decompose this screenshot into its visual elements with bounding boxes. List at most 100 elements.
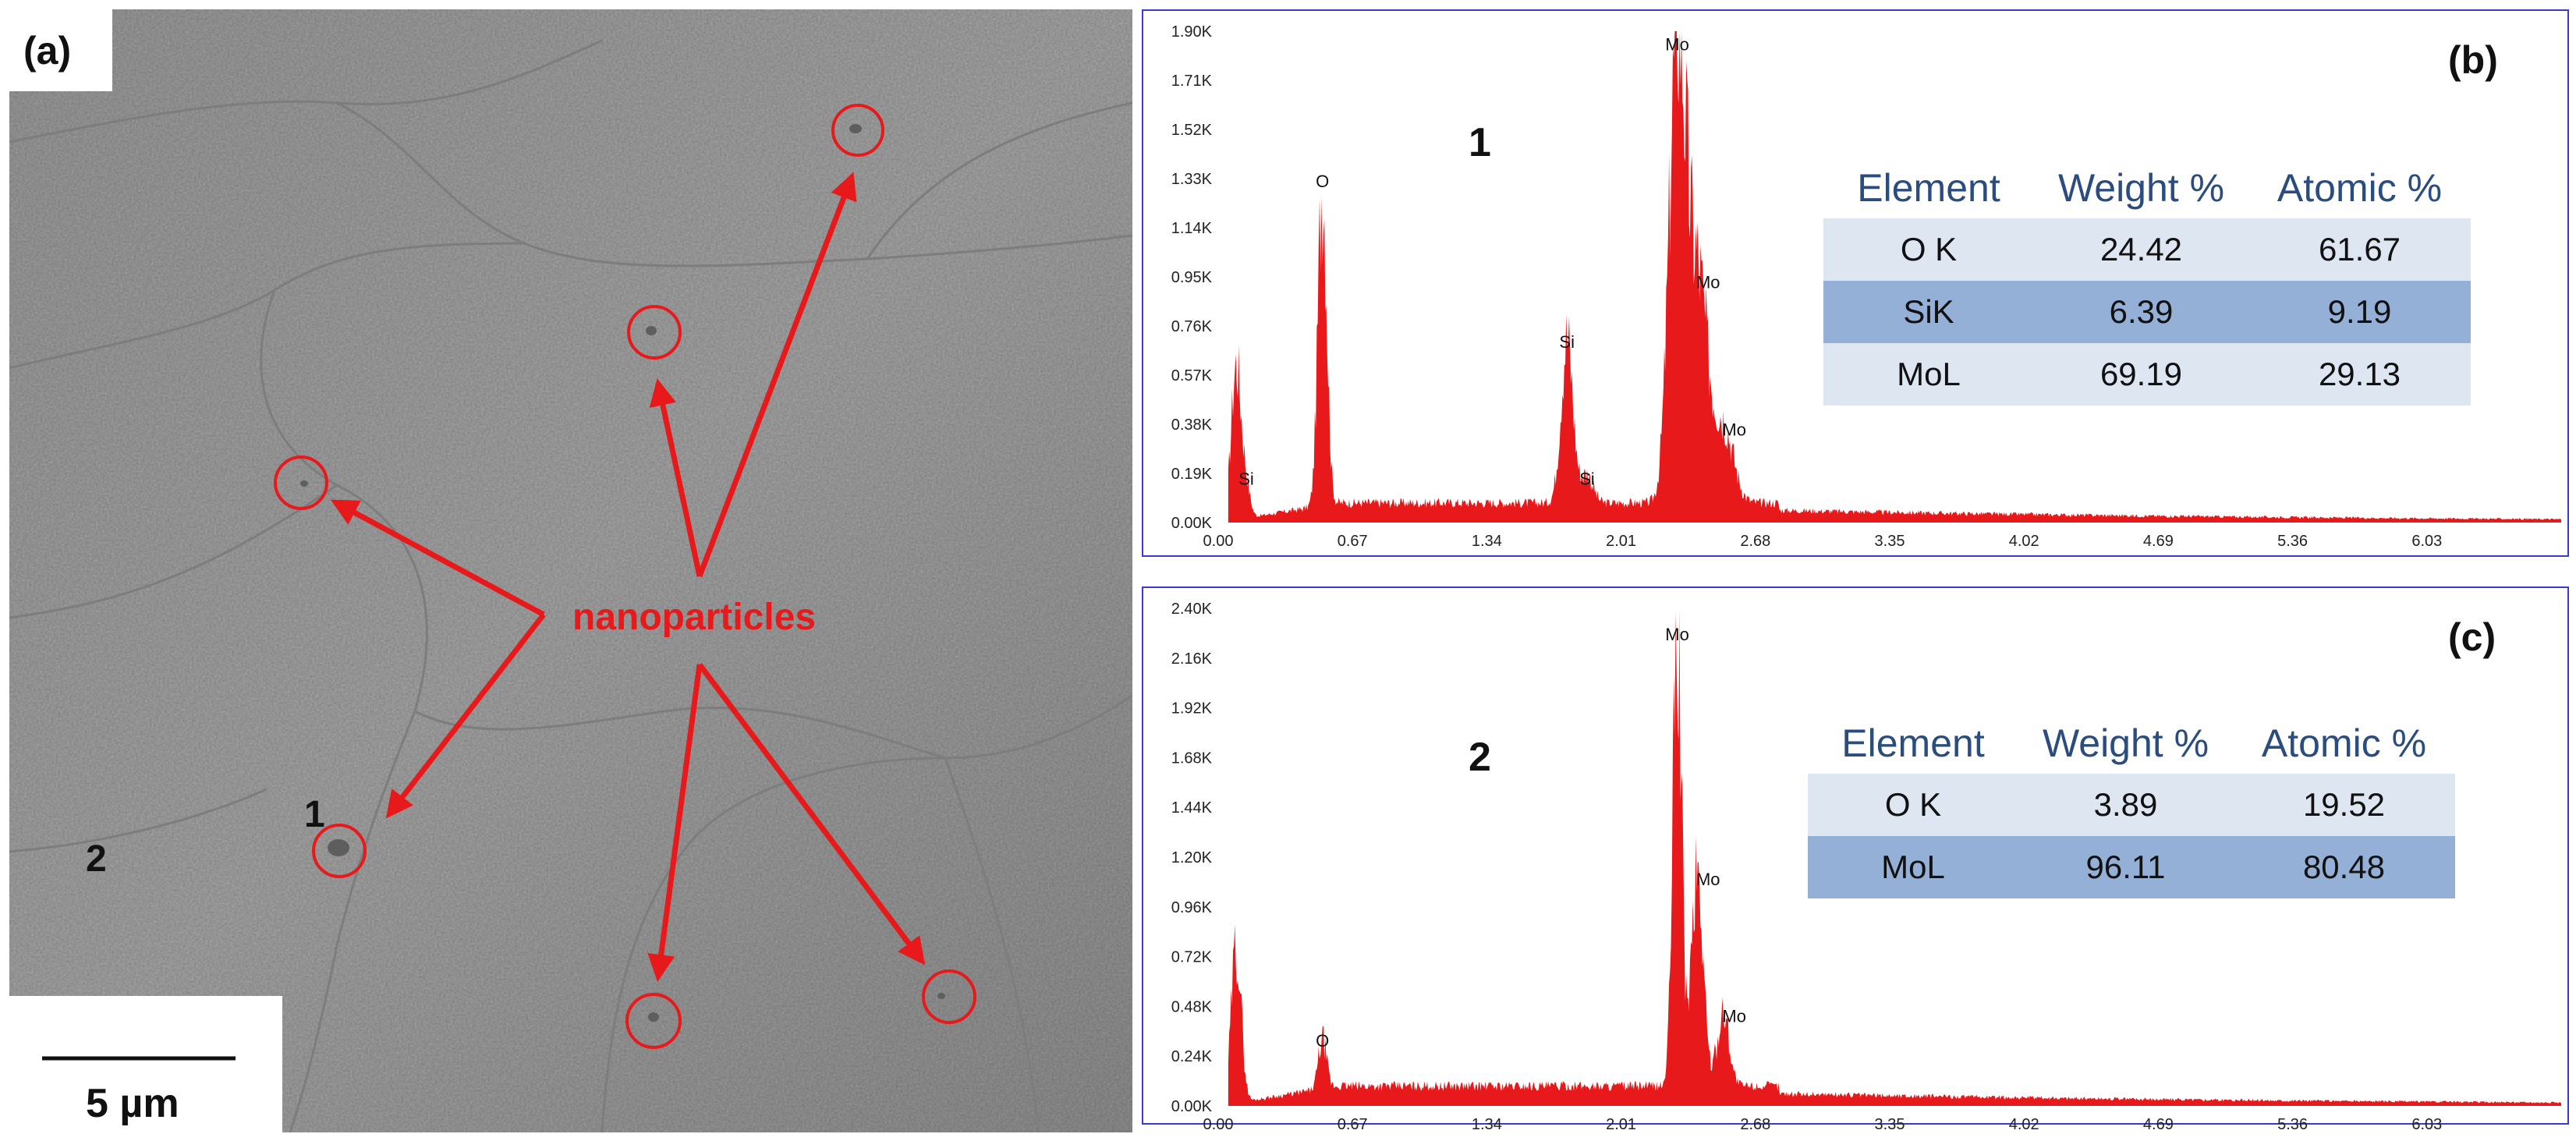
sem-micrograph-panel: nanoparticles (a) 1 2 5 µm xyxy=(9,9,1132,1132)
peak-label: Mo xyxy=(1722,420,1746,440)
composition-table-c: Element Weight % Atomic % O K 3.89 19.52 MoL 96… xyxy=(1808,721,2455,898)
eds-spectrum-panel-b: 0.00K 0.19K 0.38K 0.57K 0.76K 0.95K 1.14K 1.33K… xyxy=(1142,9,2569,565)
spectrum-c-site: 2 xyxy=(1469,735,1491,780)
panel-b-label: (b) xyxy=(2448,38,2498,82)
y-tick-labels-b: 0.00K 0.19K 0.38K 0.57K 0.76K 0.95K 1.14K 1.33K… xyxy=(1171,23,1213,532)
y-tick-label: 1.68K xyxy=(1171,749,1213,767)
y-tick-label: 0.48K xyxy=(1171,998,1213,1015)
x-tick-label: 2.68 xyxy=(1740,533,1770,550)
peak-label: Si xyxy=(1559,332,1575,352)
y-tick-label: 0.19K xyxy=(1171,466,1213,483)
y-tick-label: 1.14K xyxy=(1171,220,1213,237)
y-tick-label: 1.92K xyxy=(1171,700,1213,718)
table-cell: 24.42 xyxy=(2100,231,2182,268)
eds-spectrum-panel-c: 0.00K 0.24K 0.48K 0.72K 0.96K 1.20K 1.44K 1.68K… xyxy=(1142,586,2569,1133)
table-cell: MoL xyxy=(1897,356,1961,392)
micrograph-texture xyxy=(9,9,1132,1132)
peak-label: O xyxy=(1316,1031,1329,1051)
x-tick-label: 1.34 xyxy=(1472,1116,1502,1133)
x-tick-label: 3.35 xyxy=(1875,533,1905,550)
x-tick-label: 0.67 xyxy=(1338,533,1368,550)
y-tick-label: 1.20K xyxy=(1171,849,1213,866)
x-tick-label: 5.36 xyxy=(2277,1116,2308,1133)
y-tick-label: 2.40K xyxy=(1171,601,1213,618)
x-tick-label: 3.35 xyxy=(1875,1116,1905,1133)
peak-label: Mo xyxy=(1665,625,1689,644)
y-tick-label: 2.16K xyxy=(1171,650,1213,668)
grain-boundaries xyxy=(9,39,1132,1132)
table-cell: MoL xyxy=(1881,849,1945,885)
panel-c-label: (c) xyxy=(2448,615,2496,659)
peak-labels-b: Si O Si Si Mo Mo Mo xyxy=(1238,34,1746,488)
x-tick-labels-b: 0.00 0.67 1.34 2.01 2.68 3.35 4.02 4.69 5.36 6.03 xyxy=(1203,533,2443,550)
table-cell: 96.11 xyxy=(2086,849,2166,885)
peak-label: Mo xyxy=(1665,34,1689,54)
x-tick-label: 0.67 xyxy=(1338,1116,1368,1133)
site-1-label: 1 xyxy=(304,794,325,835)
sem-micrograph: nanoparticles (a) 1 2 5 µm xyxy=(9,9,1132,1132)
x-tick-label: 4.69 xyxy=(2143,1116,2174,1133)
table-cell: 61.67 xyxy=(2319,231,2401,268)
peak-label: Mo xyxy=(1696,870,1720,889)
x-tick-label: 2.68 xyxy=(1740,1116,1770,1133)
y-tick-label: 0.38K xyxy=(1171,416,1213,434)
site-2-label: 2 xyxy=(86,838,107,880)
table-cell: 80.48 xyxy=(2303,849,2385,885)
peak-label: O xyxy=(1316,172,1329,191)
y-tick-label: 0.00K xyxy=(1171,515,1213,532)
peak-label: Si xyxy=(1579,470,1595,489)
scale-bar-label: 5 µm xyxy=(86,1081,179,1126)
table-header: Atomic % xyxy=(2262,721,2426,765)
table-row xyxy=(1808,774,2455,836)
x-tick-label: 6.03 xyxy=(2411,533,2442,550)
y-tick-labels-c: 0.00K 0.24K 0.48K 0.72K 0.96K 1.20K 1.44K 1.68K… xyxy=(1171,601,1213,1115)
x-tick-label: 2.01 xyxy=(1606,1116,1636,1133)
nanoparticles xyxy=(300,124,945,1022)
y-tick-label: 1.90K xyxy=(1171,23,1213,41)
x-tick-label: 2.01 xyxy=(1606,533,1636,550)
x-tick-label: 4.69 xyxy=(2143,533,2174,550)
y-tick-label: 1.52K xyxy=(1171,122,1213,139)
scale-bar-box xyxy=(9,996,282,1132)
peak-label: Si xyxy=(1238,470,1254,489)
x-tick-label: 4.02 xyxy=(2009,533,2039,550)
table-cell: 3.89 xyxy=(2094,786,2158,823)
x-tick-label: 0.00 xyxy=(1203,533,1234,550)
annotation-arrows xyxy=(330,172,926,982)
eds-spectrum-b: 0.00K 0.19K 0.38K 0.57K 0.76K 0.95K 1.14K 1.33K… xyxy=(1142,9,2569,557)
composition-table-b: Element Weight % Atomic % O K 24.42 61.67 SiK 6… xyxy=(1823,166,2471,406)
y-tick-label: 1.71K xyxy=(1171,73,1213,90)
peak-label: Mo xyxy=(1696,273,1720,292)
table-header: Weight % xyxy=(2043,721,2209,765)
table-header: Weight % xyxy=(2058,166,2224,210)
y-tick-label: 0.95K xyxy=(1171,269,1213,286)
table-row xyxy=(1823,343,2471,406)
y-tick-label: 0.76K xyxy=(1171,318,1213,335)
eds-spectrum-c: 0.00K 0.24K 0.48K 0.72K 0.96K 1.20K 1.44K 1.68K… xyxy=(1142,586,2569,1133)
table-cell: 19.52 xyxy=(2303,786,2385,823)
y-tick-label: 1.33K xyxy=(1171,171,1213,188)
panel-a-label: (a) xyxy=(23,29,71,73)
peak-label: Mo xyxy=(1722,1006,1746,1026)
table-cell: 29.13 xyxy=(2319,356,2401,392)
x-tick-labels-c: 0.00 0.67 1.34 2.01 2.68 3.35 4.02 4.69 5.36 6.03 xyxy=(1203,1116,2443,1133)
table-header: Element xyxy=(1841,721,1985,765)
x-tick-label: 4.02 xyxy=(2009,1116,2039,1133)
table-header: Element xyxy=(1857,166,2000,210)
table-row xyxy=(1808,836,2455,898)
table-cell: 69.19 xyxy=(2100,356,2182,392)
peak-labels-c: O Mo Mo Mo xyxy=(1316,625,1746,1051)
x-tick-label: 6.03 xyxy=(2411,1116,2442,1133)
table-cell: SiK xyxy=(1903,293,1954,330)
y-tick-label: 1.44K xyxy=(1171,799,1213,817)
y-tick-label: 0.96K xyxy=(1171,899,1213,916)
table-cell: O K xyxy=(1901,231,1957,268)
nanoparticles-label: nanoparticles xyxy=(572,597,816,638)
panel-a-label-box xyxy=(9,9,112,91)
y-tick-label: 0.24K xyxy=(1171,1048,1213,1065)
table-header: Atomic % xyxy=(2277,166,2442,210)
y-tick-label: 0.57K xyxy=(1171,367,1213,384)
y-tick-label: 0.00K xyxy=(1171,1098,1213,1115)
spectrum-b-site: 1 xyxy=(1469,120,1491,165)
table-cell: O K xyxy=(1885,786,1941,823)
